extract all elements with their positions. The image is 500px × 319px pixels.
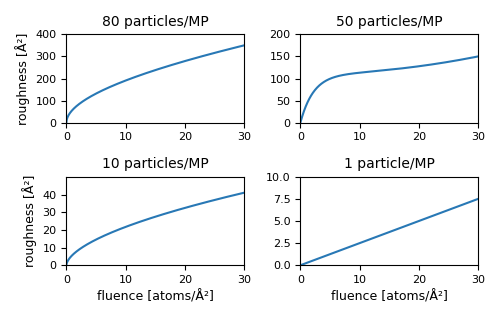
X-axis label: fluence [atoms/Å²]: fluence [atoms/Å²] — [97, 291, 214, 304]
Y-axis label: roughness [Å²]: roughness [Å²] — [22, 175, 37, 267]
Y-axis label: roughness [Å²]: roughness [Å²] — [15, 32, 30, 125]
X-axis label: fluence [atoms/Å²]: fluence [atoms/Å²] — [330, 291, 448, 304]
Title: 10 particles/MP: 10 particles/MP — [102, 158, 208, 172]
Title: 80 particles/MP: 80 particles/MP — [102, 15, 208, 29]
Title: 1 particle/MP: 1 particle/MP — [344, 158, 434, 172]
Title: 50 particles/MP: 50 particles/MP — [336, 15, 442, 29]
